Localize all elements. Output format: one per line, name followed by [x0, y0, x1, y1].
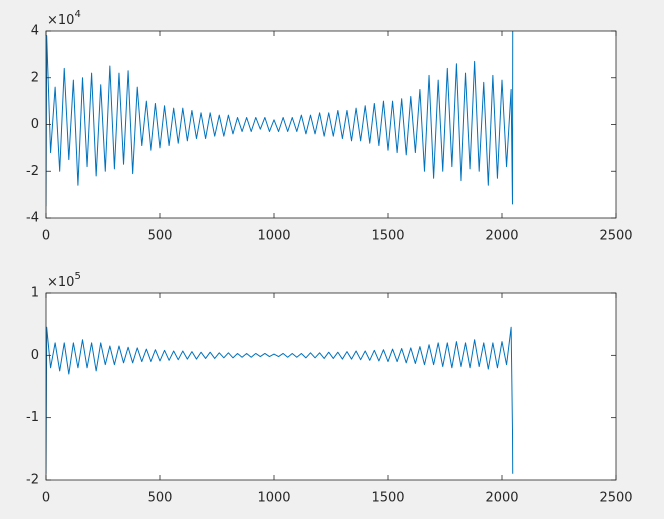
exponent-power: 4: [74, 9, 80, 20]
x-tick-label: 1000: [257, 229, 290, 244]
plot-content: [46, 326, 514, 474]
y-exponent-label: ×105: [47, 271, 81, 290]
signal-line: [46, 326, 514, 474]
x-tick-label: 0: [42, 491, 50, 506]
y-tick-label: -2: [26, 164, 39, 179]
plot-content: [46, 31, 514, 207]
x-tick-label: 0: [42, 229, 50, 244]
exponent-base: ×10: [47, 13, 74, 28]
x-tick-label: 2000: [485, 491, 518, 506]
x-tick-label: 500: [148, 229, 173, 244]
x-tick-label: 2500: [599, 229, 632, 244]
x-tick-label: 1000: [257, 491, 290, 506]
y-tick-label: 0: [31, 348, 39, 363]
plot-area: [46, 293, 616, 480]
x-tick-label: 500: [148, 491, 173, 506]
exponent-base: ×10: [47, 275, 74, 290]
y-tick-label: 4: [31, 24, 39, 39]
y-tick-label: 0: [31, 117, 39, 132]
exponent-power: 5: [74, 271, 80, 282]
x-tick-label: 1500: [371, 491, 404, 506]
axes-box: [45, 292, 617, 481]
x-tick-label: 2500: [599, 491, 632, 506]
signal-line: [46, 31, 514, 207]
x-tick-label: 1500: [371, 229, 404, 244]
y-tick-label: -1: [26, 410, 39, 425]
y-tick-label: -4: [26, 211, 39, 226]
y-exponent-label: ×104: [47, 9, 81, 28]
y-tick-label: 2: [31, 70, 39, 85]
y-tick-label: -2: [26, 473, 39, 488]
y-tick-label: 1: [31, 286, 39, 301]
x-tick-label: 2000: [485, 229, 518, 244]
